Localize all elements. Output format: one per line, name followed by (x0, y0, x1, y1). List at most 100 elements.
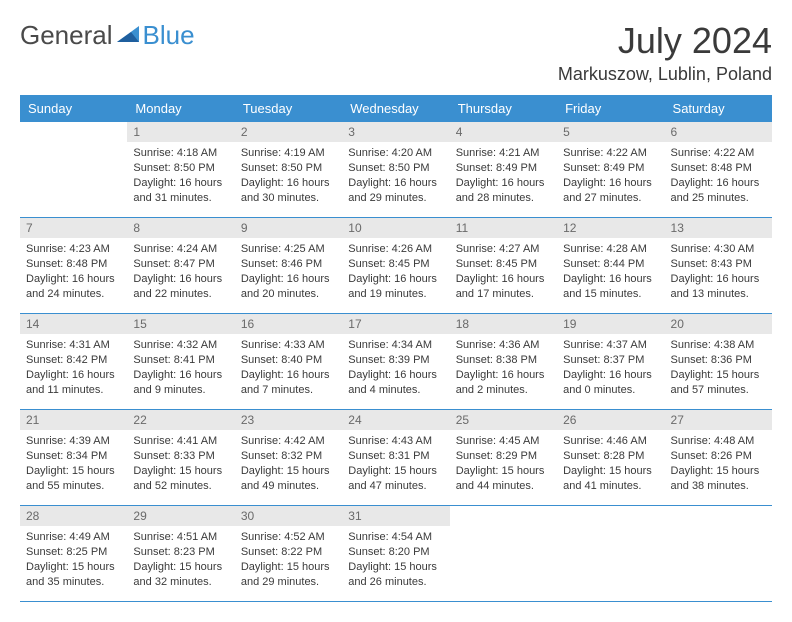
sunset-text: Sunset: 8:23 PM (133, 545, 228, 560)
day-content: Sunrise: 4:33 AMSunset: 8:40 PMDaylight:… (235, 334, 342, 401)
sunset-text: Sunset: 8:40 PM (241, 353, 336, 368)
weekday-header: Monday (127, 95, 234, 122)
calendar-day-cell: 1Sunrise: 4:18 AMSunset: 8:50 PMDaylight… (127, 122, 234, 218)
calendar-day-cell: 25Sunrise: 4:45 AMSunset: 8:29 PMDayligh… (450, 410, 557, 506)
daylight2-text: and 2 minutes. (456, 383, 551, 398)
daylight1-text: Daylight: 16 hours (456, 368, 551, 383)
brand-part1: General (20, 20, 113, 51)
daylight2-text: and 49 minutes. (241, 479, 336, 494)
daylight1-text: Daylight: 16 hours (241, 272, 336, 287)
daylight1-text: Daylight: 15 hours (241, 464, 336, 479)
calendar-day-cell: 14Sunrise: 4:31 AMSunset: 8:42 PMDayligh… (20, 314, 127, 410)
daylight1-text: Daylight: 16 hours (563, 272, 658, 287)
day-number: 31 (342, 506, 449, 526)
calendar-day-cell: 4Sunrise: 4:21 AMSunset: 8:49 PMDaylight… (450, 122, 557, 218)
daylight2-text: and 22 minutes. (133, 287, 228, 302)
sunset-text: Sunset: 8:37 PM (563, 353, 658, 368)
day-number: 8 (127, 218, 234, 238)
sunrise-text: Sunrise: 4:22 AM (563, 146, 658, 161)
day-content: Sunrise: 4:34 AMSunset: 8:39 PMDaylight:… (342, 334, 449, 401)
day-number: 19 (557, 314, 664, 334)
daylight1-text: Daylight: 15 hours (671, 464, 766, 479)
day-number: 3 (342, 122, 449, 142)
calendar-header-row: SundayMondayTuesdayWednesdayThursdayFrid… (20, 95, 772, 122)
daylight1-text: Daylight: 15 hours (348, 464, 443, 479)
day-content: Sunrise: 4:20 AMSunset: 8:50 PMDaylight:… (342, 142, 449, 209)
sunrise-text: Sunrise: 4:48 AM (671, 434, 766, 449)
calendar-table: SundayMondayTuesdayWednesdayThursdayFrid… (20, 95, 772, 602)
day-number: 11 (450, 218, 557, 238)
day-content: Sunrise: 4:28 AMSunset: 8:44 PMDaylight:… (557, 238, 664, 305)
calendar-day-cell (450, 506, 557, 602)
day-number: 30 (235, 506, 342, 526)
sunrise-text: Sunrise: 4:45 AM (456, 434, 551, 449)
sunrise-text: Sunrise: 4:54 AM (348, 530, 443, 545)
sunrise-text: Sunrise: 4:39 AM (26, 434, 121, 449)
daylight1-text: Daylight: 16 hours (348, 272, 443, 287)
month-title: July 2024 (558, 20, 772, 62)
daylight2-text: and 17 minutes. (456, 287, 551, 302)
daylight1-text: Daylight: 15 hours (26, 560, 121, 575)
calendar-week-row: 14Sunrise: 4:31 AMSunset: 8:42 PMDayligh… (20, 314, 772, 410)
daylight2-text: and 31 minutes. (133, 191, 228, 206)
day-number: 5 (557, 122, 664, 142)
sunset-text: Sunset: 8:33 PM (133, 449, 228, 464)
daylight2-text: and 41 minutes. (563, 479, 658, 494)
day-content: Sunrise: 4:23 AMSunset: 8:48 PMDaylight:… (20, 238, 127, 305)
day-content: Sunrise: 4:46 AMSunset: 8:28 PMDaylight:… (557, 430, 664, 497)
daylight1-text: Daylight: 15 hours (26, 464, 121, 479)
day-content: Sunrise: 4:21 AMSunset: 8:49 PMDaylight:… (450, 142, 557, 209)
sunrise-text: Sunrise: 4:52 AM (241, 530, 336, 545)
calendar-day-cell: 28Sunrise: 4:49 AMSunset: 8:25 PMDayligh… (20, 506, 127, 602)
sunrise-text: Sunrise: 4:20 AM (348, 146, 443, 161)
day-number: 22 (127, 410, 234, 430)
daylight1-text: Daylight: 16 hours (563, 368, 658, 383)
daylight2-text: and 4 minutes. (348, 383, 443, 398)
daylight2-text: and 55 minutes. (26, 479, 121, 494)
day-number: 25 (450, 410, 557, 430)
title-block: July 2024 Markuszow, Lublin, Poland (558, 20, 772, 85)
sunrise-text: Sunrise: 4:33 AM (241, 338, 336, 353)
day-content: Sunrise: 4:32 AMSunset: 8:41 PMDaylight:… (127, 334, 234, 401)
day-number: 12 (557, 218, 664, 238)
day-number: 18 (450, 314, 557, 334)
daylight1-text: Daylight: 16 hours (671, 272, 766, 287)
daylight1-text: Daylight: 16 hours (241, 368, 336, 383)
sunrise-text: Sunrise: 4:34 AM (348, 338, 443, 353)
calendar-day-cell: 23Sunrise: 4:42 AMSunset: 8:32 PMDayligh… (235, 410, 342, 506)
day-number: 23 (235, 410, 342, 430)
day-number: 16 (235, 314, 342, 334)
sunset-text: Sunset: 8:20 PM (348, 545, 443, 560)
daylight1-text: Daylight: 15 hours (563, 464, 658, 479)
calendar-day-cell: 18Sunrise: 4:36 AMSunset: 8:38 PMDayligh… (450, 314, 557, 410)
calendar-week-row: 1Sunrise: 4:18 AMSunset: 8:50 PMDaylight… (20, 122, 772, 218)
day-number: 20 (665, 314, 772, 334)
sunset-text: Sunset: 8:50 PM (348, 161, 443, 176)
day-content: Sunrise: 4:22 AMSunset: 8:48 PMDaylight:… (665, 142, 772, 209)
day-content: Sunrise: 4:39 AMSunset: 8:34 PMDaylight:… (20, 430, 127, 497)
day-number: 14 (20, 314, 127, 334)
daylight1-text: Daylight: 16 hours (348, 176, 443, 191)
day-number: 24 (342, 410, 449, 430)
daylight2-text: and 35 minutes. (26, 575, 121, 590)
sunrise-text: Sunrise: 4:38 AM (671, 338, 766, 353)
calendar-day-cell: 15Sunrise: 4:32 AMSunset: 8:41 PMDayligh… (127, 314, 234, 410)
sunset-text: Sunset: 8:31 PM (348, 449, 443, 464)
daylight1-text: Daylight: 16 hours (26, 272, 121, 287)
calendar-day-cell: 22Sunrise: 4:41 AMSunset: 8:33 PMDayligh… (127, 410, 234, 506)
sunrise-text: Sunrise: 4:46 AM (563, 434, 658, 449)
day-number: 27 (665, 410, 772, 430)
day-content: Sunrise: 4:48 AMSunset: 8:26 PMDaylight:… (665, 430, 772, 497)
daylight2-text: and 28 minutes. (456, 191, 551, 206)
sunrise-text: Sunrise: 4:32 AM (133, 338, 228, 353)
calendar-day-cell: 26Sunrise: 4:46 AMSunset: 8:28 PMDayligh… (557, 410, 664, 506)
weekday-header: Sunday (20, 95, 127, 122)
calendar-day-cell: 7Sunrise: 4:23 AMSunset: 8:48 PMDaylight… (20, 218, 127, 314)
calendar-day-cell: 9Sunrise: 4:25 AMSunset: 8:46 PMDaylight… (235, 218, 342, 314)
calendar-week-row: 28Sunrise: 4:49 AMSunset: 8:25 PMDayligh… (20, 506, 772, 602)
daylight2-text: and 20 minutes. (241, 287, 336, 302)
calendar-week-row: 21Sunrise: 4:39 AMSunset: 8:34 PMDayligh… (20, 410, 772, 506)
daylight2-text: and 29 minutes. (241, 575, 336, 590)
daylight1-text: Daylight: 15 hours (348, 560, 443, 575)
calendar-day-cell: 19Sunrise: 4:37 AMSunset: 8:37 PMDayligh… (557, 314, 664, 410)
